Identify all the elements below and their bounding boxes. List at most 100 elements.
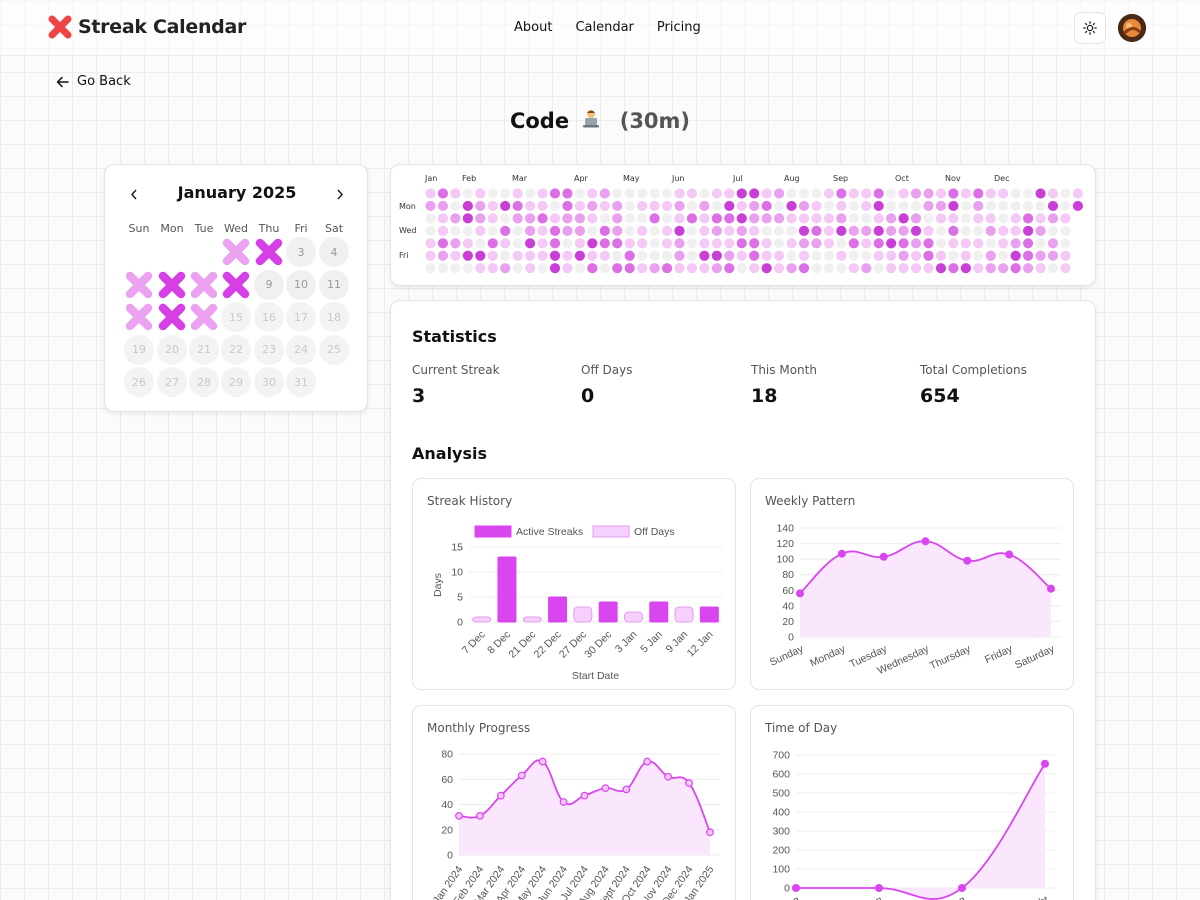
heatmap-cell [637, 225, 648, 236]
heatmap-cell [637, 188, 648, 199]
calendar-day-completed[interactable] [124, 270, 154, 300]
next-month-button[interactable] [331, 185, 349, 203]
calendar-day-completed[interactable] [124, 302, 154, 332]
heatmap-cell [462, 200, 473, 212]
heatmap-cell [798, 200, 810, 212]
heatmap-cell [774, 263, 785, 274]
heatmap-cell [985, 225, 996, 236]
nav-pricing-link[interactable]: Pricing [656, 20, 701, 35]
theme-toggle-button[interactable] [1074, 12, 1106, 44]
x-tick-label: Night [1023, 894, 1050, 900]
calendar-day[interactable]: 31 [286, 367, 316, 398]
heatmap-cell [661, 200, 673, 212]
calendar-day[interactable]: 10 [286, 269, 316, 300]
heatmap-cell [910, 200, 922, 212]
x-tick-label: 21 Dec [506, 629, 538, 661]
heatmap-cell [786, 250, 797, 261]
heatmap-cell [437, 250, 449, 261]
x-tick-label: Monday [808, 643, 848, 670]
completed-x-icon [190, 303, 218, 331]
calendar-day[interactable]: 16 [254, 302, 284, 333]
nav-about-link[interactable]: About [514, 20, 553, 35]
calendar-day[interactable]: 17 [286, 302, 316, 333]
heatmap-cell [935, 213, 947, 224]
user-avatar[interactable] [1118, 14, 1146, 42]
heatmap-cell [861, 225, 872, 236]
calendar-day[interactable]: 9 [254, 269, 284, 300]
legend-label: Off Days [634, 526, 675, 538]
heatmap-month-label: Sep [833, 174, 849, 183]
calendar-day-completed[interactable] [157, 302, 187, 332]
calendar-day[interactable]: 18 [319, 302, 349, 333]
weekday-label: Fri [294, 222, 308, 235]
go-back-link[interactable]: Go Back [56, 74, 131, 89]
heatmap-cell [462, 188, 473, 199]
calendar-day[interactable]: 4 [319, 237, 349, 267]
logo[interactable]: Streak Calendar [48, 15, 246, 39]
heatmap-cell [1010, 213, 1021, 224]
total-completions-value: 654 [920, 385, 960, 407]
heatmap-cell [661, 225, 673, 236]
area-fill [459, 760, 710, 855]
completed-x-icon [158, 271, 186, 298]
calendar-day-completed[interactable] [189, 302, 219, 332]
heatmap-cell [711, 263, 722, 274]
heatmap-cell [624, 238, 635, 249]
calendar-day[interactable]: 19 [124, 334, 154, 365]
heatmap-cell [450, 238, 461, 249]
x-tick-label: 7 Dec [460, 629, 488, 657]
calendar-day[interactable]: 26 [124, 367, 154, 398]
heatmap-cell [823, 263, 834, 274]
bar-active-streak [497, 556, 517, 623]
prev-month-button[interactable] [125, 185, 143, 203]
calendar-day[interactable]: 29 [221, 367, 251, 398]
heatmap-cell [811, 250, 822, 261]
heatmap-cell [960, 200, 971, 212]
calendar-day[interactable]: 28 [189, 367, 219, 398]
calendar-day[interactable]: 11 [319, 269, 349, 300]
calendar-day-completed[interactable] [221, 270, 251, 300]
heatmap-cell [574, 188, 585, 199]
calendar-day-completed[interactable] [254, 237, 284, 267]
heatmap-cell [512, 225, 523, 236]
calendar-day[interactable]: 27 [157, 367, 187, 398]
calendar-day-completed[interactable] [157, 270, 187, 300]
heatmap-cell [848, 238, 859, 249]
calendar-day[interactable]: 15 [221, 302, 251, 333]
heatmap-cell [612, 250, 623, 261]
heatmap-cell [487, 213, 498, 224]
chart-title: Time of Day [765, 721, 838, 735]
heatmap-cell [1047, 250, 1059, 261]
heatmap-cell [450, 213, 461, 224]
data-point [1041, 759, 1049, 768]
calendar-day[interactable]: 23 [254, 334, 284, 365]
calendar-day[interactable]: 30 [254, 367, 284, 398]
calendar-day[interactable]: 3 [286, 237, 316, 267]
x-tick-label: Friday [983, 643, 1015, 667]
heatmap-cell [948, 200, 959, 212]
data-point [921, 537, 930, 546]
heatmap-cell [425, 213, 436, 224]
nav-calendar-link[interactable]: Calendar [575, 20, 634, 35]
heatmap-cell [537, 263, 548, 274]
heatmap-cell [587, 238, 598, 249]
heatmap-cell [1047, 263, 1059, 274]
y-tick-label: 700 [772, 750, 790, 762]
heatmap-cell [574, 213, 585, 224]
calendar-day[interactable]: 20 [157, 334, 187, 365]
calendar-day[interactable]: 21 [189, 334, 219, 365]
heatmap-cell [450, 263, 461, 274]
data-point [538, 757, 547, 766]
calendar-day[interactable]: 25 [319, 334, 349, 365]
heatmap-cell [873, 225, 884, 236]
heatmap-cell [861, 250, 872, 261]
calendar-day[interactable]: 24 [286, 334, 316, 365]
calendar-day-completed[interactable] [221, 237, 251, 267]
calendar-day-completed[interactable] [189, 270, 219, 300]
calendar-day[interactable]: 22 [221, 334, 251, 365]
heatmap-cell [649, 238, 660, 249]
heatmap-cell [711, 188, 722, 199]
y-tick-label: 0 [457, 617, 463, 629]
heatmap-cell [836, 200, 847, 212]
heatmap-cell [487, 263, 498, 274]
